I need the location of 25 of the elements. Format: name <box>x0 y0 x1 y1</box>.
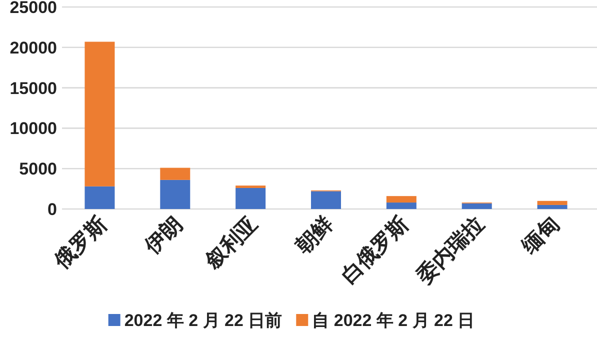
y-tick-label: 15000 <box>10 78 57 98</box>
x-tick-label: 朝鲜 <box>290 212 338 259</box>
x-tick-label: 委内瑞拉 <box>411 212 488 289</box>
y-tick-label: 20000 <box>10 38 57 58</box>
legend-label: 2022 年 2 月 22 日前 <box>124 311 282 330</box>
bar <box>160 168 190 180</box>
x-tick-label: 伊朗 <box>139 212 187 259</box>
bar <box>236 188 266 209</box>
bar <box>386 196 416 203</box>
y-tick-label: 0 <box>48 200 57 219</box>
bar <box>311 191 341 209</box>
y-tick-label: 25000 <box>10 0 57 17</box>
legend-label: 自 2022 年 2 月 22 日 <box>312 311 475 330</box>
y-tick-label: 5000 <box>19 160 57 179</box>
bar <box>462 203 492 209</box>
bar <box>386 202 416 209</box>
bar <box>537 204 568 209</box>
y-tick-label: 10000 <box>10 119 57 138</box>
bar <box>84 42 115 186</box>
bar <box>160 180 190 209</box>
bar <box>84 186 115 209</box>
bar <box>537 200 568 205</box>
x-tick-label: 白俄罗斯 <box>337 212 413 288</box>
x-tick-label: 叙利亚 <box>200 212 262 274</box>
x-tick-label: 缅甸 <box>517 212 564 259</box>
